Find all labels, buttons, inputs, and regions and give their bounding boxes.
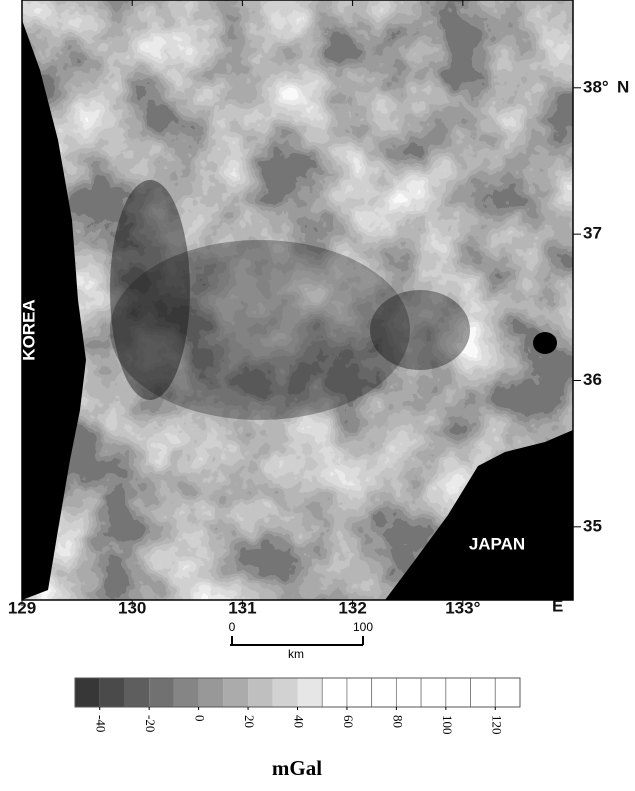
y-tick-label: 35 bbox=[583, 516, 602, 535]
figure: KOREA JAPAN E km mGal 129 130 131 132 133° 35… bbox=[0, 0, 635, 791]
colorbar-tick-label: -40 bbox=[94, 715, 109, 732]
map-area bbox=[22, 0, 573, 600]
y-tick-label: 36 bbox=[583, 370, 602, 389]
y-tick-label: 38° bbox=[583, 77, 609, 96]
region-label: KOREA bbox=[19, 299, 38, 360]
colorbar-box bbox=[372, 678, 397, 707]
y-unit: N bbox=[617, 77, 629, 96]
colorbar-label: mGal bbox=[272, 756, 322, 780]
colorbar-box bbox=[421, 678, 446, 707]
colorbar-tick-label: 80 bbox=[390, 715, 405, 728]
x-tick-label: 130 bbox=[118, 598, 146, 617]
colorbar-box bbox=[446, 678, 471, 707]
colorbar-box bbox=[124, 678, 149, 707]
colorbar-box bbox=[273, 678, 298, 707]
colorbar-box bbox=[396, 678, 421, 707]
x-unit: E bbox=[552, 596, 563, 615]
colorbar-box bbox=[248, 678, 273, 707]
colorbar-tick-label: 0 bbox=[193, 715, 208, 722]
colorbar-tick-label: 40 bbox=[292, 715, 307, 728]
colorbar-tick-label: 120 bbox=[489, 715, 504, 735]
colorbar-box bbox=[347, 678, 372, 707]
colorbar-box bbox=[223, 678, 248, 707]
colorbar-box bbox=[199, 678, 224, 707]
colorbar-box bbox=[495, 678, 520, 707]
x-tick-label: 132 bbox=[338, 598, 366, 617]
colorbar-box bbox=[471, 678, 496, 707]
scale-tick-label: 100 bbox=[353, 620, 373, 634]
colorbar-tick-label: -20 bbox=[143, 715, 158, 732]
colorbar-box bbox=[322, 678, 347, 707]
colorbar-box bbox=[100, 678, 125, 707]
scale-unit: km bbox=[288, 647, 304, 661]
colorbar-box bbox=[174, 678, 199, 707]
x-tick-label: 129 bbox=[8, 598, 36, 617]
colorbar-tick-label: 100 bbox=[440, 715, 455, 735]
basin-low bbox=[370, 290, 470, 370]
x-tick-label: 133° bbox=[445, 598, 480, 617]
colorbar-box bbox=[298, 678, 323, 707]
island bbox=[533, 332, 557, 354]
x-tick-label: 131 bbox=[228, 598, 256, 617]
basin-low bbox=[110, 180, 190, 400]
colorbar-box bbox=[149, 678, 174, 707]
colorbar-tick-label: 20 bbox=[242, 715, 257, 728]
y-tick-label: 37 bbox=[583, 224, 602, 243]
region-label: JAPAN bbox=[469, 534, 525, 553]
colorbar-tick-label: 60 bbox=[341, 715, 356, 728]
colorbar-box bbox=[75, 678, 100, 707]
scale-tick-label: 0 bbox=[229, 620, 236, 634]
